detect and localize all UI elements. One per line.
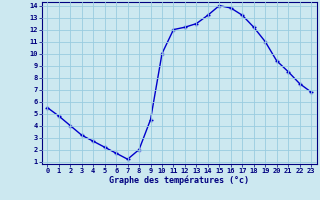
X-axis label: Graphe des températures (°c): Graphe des températures (°c) — [109, 176, 249, 185]
